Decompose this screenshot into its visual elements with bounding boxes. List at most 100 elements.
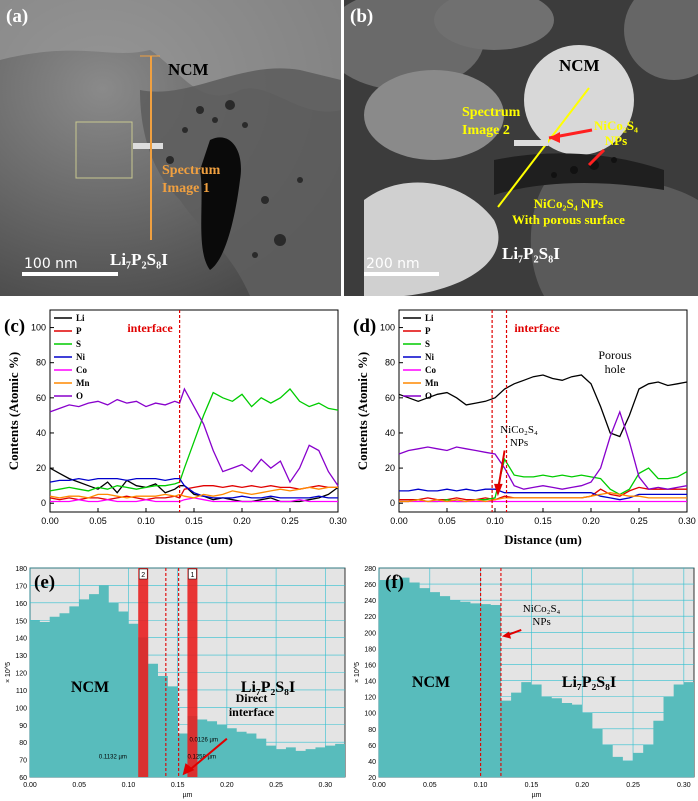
x-tick-label: 0.05 (423, 782, 437, 789)
interface-annotation: interface (127, 321, 173, 335)
x-tick-label: 0.25 (269, 782, 283, 789)
tem-image-b: (b) NCM Spectrum Image 2 NiCo₂S₄ NPs NiC… (344, 0, 698, 296)
legend-label-co: Co (76, 365, 87, 375)
y-tick-label: 130 (15, 653, 27, 660)
plot-frame (398, 309, 688, 513)
series-line-p (49, 485, 338, 501)
chart-e-svg: 60 70 80 90 100 110 120 130 140 150 160 170 180 0.00 0… (0, 562, 349, 801)
x-tick-label: 0.25 (281, 516, 299, 526)
x-tick-label: 0.30 (319, 782, 333, 789)
y-tick-label: 80 (19, 740, 27, 747)
nps-arrow-head (501, 631, 512, 639)
y-tick-label: 100 (364, 711, 376, 718)
x-tick-label: 0.20 (575, 782, 589, 789)
scalebar-label-b: 200 nm (366, 256, 420, 272)
y-tick-label: 180 (15, 566, 27, 573)
y-tick-label: 60 (368, 743, 376, 750)
scalebar-label-a: 100 nm (24, 256, 78, 272)
y-tick-label: 60 (385, 393, 395, 403)
chart-c-svg: 0 20 40 60 80 100 0.00 0.05 0.10 0.15 0.20 0.25 0.30… (4, 309, 347, 547)
x-tick-label: 0.30 (677, 782, 691, 789)
y-axis-label: Contents (Atomic %) (6, 352, 21, 470)
y-tick-label: 100 (15, 705, 27, 712)
chart-e: 60 70 80 90 100 110 120 130 140 150 160 170 180 0.00 0… (0, 562, 349, 801)
x-tick-label: 0.00 (41, 516, 59, 526)
x-tick-label: 0.15 (185, 516, 203, 526)
ncm-label-a: NCM (168, 60, 209, 79)
x-axis-label: µm (532, 792, 542, 799)
marker-box-2 (138, 568, 148, 580)
legend-label-co: Co (425, 365, 436, 375)
legend-label-ni: Ni (76, 352, 85, 362)
region-label-ncm: NCM (71, 679, 109, 696)
interface-annotation: interface (514, 321, 560, 335)
measure-label: 0.0126 µm (189, 737, 217, 743)
porous-hole-annotation: Porous hole (598, 348, 632, 376)
series-line-s (399, 457, 688, 503)
measure-label: 0.1258 µm (188, 755, 216, 761)
y-axis-label: × 10^5 (5, 662, 12, 683)
panel-label: (d) (353, 316, 376, 337)
intensity-area (30, 585, 345, 777)
y-tick-label: 110 (16, 688, 27, 695)
y-tick-label: 60 (19, 775, 27, 782)
y-axis-label: Contents (Atomic %) (355, 352, 370, 470)
chart-c: 0 20 40 60 80 100 0.00 0.05 0.10 0.15 0.20 0.25 0.30… (0, 302, 349, 560)
x-tick-label: 0.10 (486, 516, 504, 526)
y-tick-label: 70 (19, 758, 27, 765)
series-line-mn (399, 492, 687, 503)
y-tick-label: 40 (385, 428, 395, 438)
series-line-ni (399, 488, 687, 501)
x-tick-label: 0.00 (23, 782, 37, 789)
spectrum-label-a: Spectrum Image 1 (162, 163, 221, 196)
legend-label-o: O (425, 391, 432, 401)
x-tick-label: 0.30 (678, 516, 696, 526)
lps-label-a: Li₇P₂S₈I (110, 250, 168, 269)
measure-label: 0.1132 µm (99, 755, 127, 761)
ncm-label-b: NCM (559, 56, 600, 75)
y-tick-label: 280 (364, 566, 376, 573)
y-tick-label: 100 (31, 323, 46, 333)
y-tick-label: 260 (364, 582, 376, 589)
tem-image-b-graphic (344, 0, 698, 296)
y-tick-label: 180 (364, 646, 376, 653)
y-tick-label: 40 (36, 428, 46, 438)
legend-label-p: P (425, 326, 431, 336)
x-tick-label: 0.15 (171, 782, 185, 789)
legend-label-p: P (76, 326, 82, 336)
x-tick-label: 0.00 (390, 516, 408, 526)
lps-label-b: Li₇P₂S₈I (502, 244, 560, 263)
legend-label-ni: Ni (425, 352, 434, 362)
intensity-area (379, 577, 694, 777)
y-tick-label: 20 (385, 463, 395, 473)
x-tick-label: 0.30 (329, 516, 347, 526)
chart-f: 20 40 60 80 100 120 140 160 180 200 220 240 260 280 0.… (349, 562, 698, 801)
direct-interface-arrow (186, 737, 228, 773)
legend-label-mn: Mn (425, 378, 439, 388)
y-tick-label: 150 (15, 618, 27, 625)
y-tick-label: 120 (364, 695, 376, 702)
legend-label-li: Li (425, 313, 434, 323)
nps-label-b: NiCo₂S₄ NPs (594, 118, 638, 148)
y-tick-label: 200 (364, 630, 376, 637)
chart-f-svg: 20 40 60 80 100 120 140 160 180 200 220 240 260 280 0.… (349, 562, 698, 801)
y-tick-label: 80 (36, 358, 46, 368)
marker-label-1: 1 (190, 572, 194, 579)
plot-frame (49, 309, 339, 513)
region-label-lps: Li₇P₂S₈I (241, 679, 295, 696)
legend-label-li: Li (76, 313, 85, 323)
y-tick-label: 80 (368, 727, 376, 734)
legend-label-mn: Mn (76, 378, 90, 388)
x-tick-label: 0.00 (372, 782, 386, 789)
x-axis-label: µm (183, 792, 193, 799)
series-line-co (50, 497, 338, 503)
series-line-li (398, 374, 688, 438)
x-tick-label: 0.25 (626, 782, 640, 789)
x-tick-label: 0.25 (630, 516, 648, 526)
y-tick-label: 90 (19, 723, 27, 730)
marker-bar-2 (138, 568, 149, 777)
panel-label: (c) (4, 316, 25, 337)
y-tick-label: 140 (364, 679, 376, 686)
legend-label-s: S (76, 339, 81, 349)
marker-label-2: 2 (141, 572, 145, 579)
